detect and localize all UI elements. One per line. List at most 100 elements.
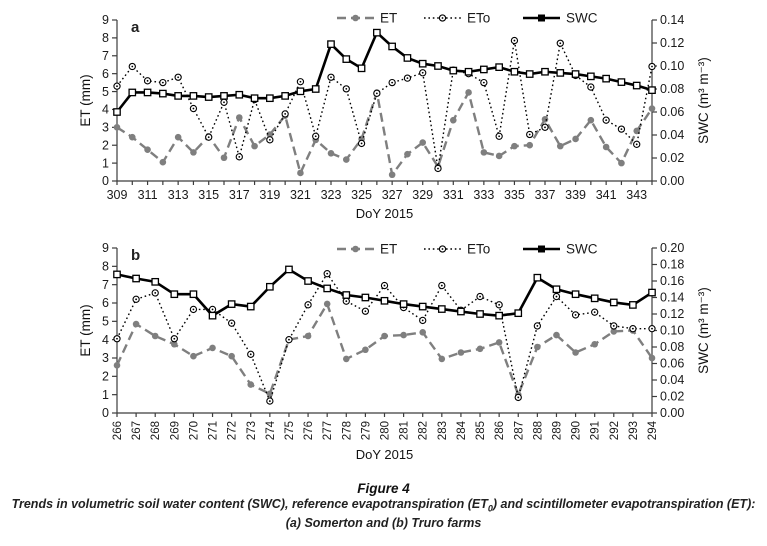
marker-ETo-dot [364, 310, 367, 313]
marker-ET [556, 142, 564, 150]
left-tick-label: 8 [102, 260, 109, 274]
marker-SWC [434, 62, 442, 70]
marker-ETo-dot [249, 353, 252, 356]
marker-ET [151, 332, 159, 340]
x-tick-label: 315 [198, 188, 219, 202]
marker-SWC [464, 67, 473, 76]
marker-SWC [617, 78, 626, 86]
marker-ETo-dot [559, 42, 562, 45]
x-tick-label: 317 [229, 188, 250, 202]
right-tick-label: 0.00 [660, 406, 684, 420]
marker-ETo-dot [589, 86, 592, 88]
marker-ETo-dot [406, 77, 409, 80]
right-tick-label: 0.16 [660, 274, 684, 288]
marker-SWC [132, 274, 140, 283]
marker-ET [587, 116, 595, 124]
marker-ET [327, 149, 335, 157]
x-tick-label: 331 [443, 188, 464, 202]
marker-ET [404, 150, 411, 158]
marker-ET [266, 390, 274, 398]
x-tick-label: 319 [259, 188, 280, 202]
right-tick-label: 0.00 [660, 174, 684, 188]
marker-SWC [602, 74, 610, 83]
figure-caption-line1: Trends in volumetric soil water content … [0, 496, 767, 515]
marker-ET [553, 331, 560, 339]
left-tick-label: 9 [102, 241, 109, 255]
right-tick-label: 0.12 [660, 307, 684, 321]
left-tick-label: 3 [102, 351, 109, 365]
marker-SWC [304, 277, 312, 285]
marker-ETo-dot [345, 300, 348, 303]
right-tick-label: 0.10 [660, 59, 684, 73]
marker-ET [342, 355, 350, 363]
marker-ETo-dot [574, 314, 577, 316]
x-tick-label: 275 [284, 421, 296, 440]
marker-ET [209, 344, 216, 352]
marker-ET [591, 340, 598, 348]
marker-ETo-dot [314, 135, 317, 138]
marker-ETo-dot [555, 295, 558, 298]
x-tick-label: 329 [412, 188, 433, 202]
marker-SWC [311, 85, 320, 93]
marker-ET [648, 354, 656, 362]
marker-ET [323, 300, 331, 308]
marker-ET [251, 142, 258, 150]
marker-ETo-dot [211, 308, 214, 311]
marker-ET [304, 332, 312, 340]
marker-ET [171, 340, 178, 348]
x-tick-label: 266 [112, 421, 124, 440]
marker-SWC [327, 40, 335, 49]
marker-SWC [113, 270, 121, 279]
left-axis-ticks: 0 1 2 3 4 5 6 7 8 9 [102, 13, 109, 188]
x-tick-label: 294 [647, 420, 659, 440]
marker-ET [419, 329, 427, 336]
marker-ETo-dot [135, 298, 138, 301]
marker-ETo-dot [268, 400, 271, 402]
marker-ET [159, 158, 167, 166]
marker-SWC [525, 70, 534, 78]
marker-ET [572, 135, 579, 143]
marker-ETo-dot [544, 126, 546, 129]
legend-label-ETo: ETo [467, 242, 490, 257]
marker-ETo-dot [635, 143, 638, 146]
x-tick-label: 313 [168, 188, 189, 202]
marker-SWC [342, 291, 351, 299]
marker-ET [534, 343, 541, 351]
marker-SWC [174, 92, 182, 100]
marker-ET [113, 362, 121, 369]
right-tick-label: 0.08 [660, 340, 684, 354]
left-tick-label: 8 [102, 31, 109, 45]
marker-ETo-dot [230, 322, 233, 325]
marker-ET [541, 115, 549, 123]
marker-ETo-dot [517, 396, 520, 399]
legend-marker-ET [352, 245, 359, 253]
right-tick-label: 0.06 [660, 357, 684, 371]
legend-label-ET: ET [380, 242, 397, 257]
marker-SWC [113, 108, 121, 116]
marker-ETo-dot [238, 155, 241, 158]
right-axis-ticks: 0.00 0.02 0.04 0.06 0.08 0.10 0.12 0.14 0.16 0.18… [660, 241, 684, 420]
marker-ET [144, 146, 151, 153]
marker-ETo-dot [605, 119, 608, 122]
left-tick-label: 2 [102, 138, 109, 152]
marker-SWC [361, 293, 370, 302]
marker-ET [572, 349, 579, 356]
x-tick-label: 274 [265, 420, 277, 440]
marker-SWC [128, 88, 137, 97]
marker-SWC [189, 92, 198, 100]
marker-SWC [151, 277, 160, 286]
legend-label-ET: ET [380, 11, 397, 26]
marker-ET [297, 169, 304, 177]
right-tick-label: 0.02 [660, 390, 684, 404]
marker-ET [511, 142, 518, 150]
marker-ETo-dot [498, 303, 501, 306]
marker-SWC [449, 66, 458, 75]
marker-ET [266, 131, 274, 138]
x-tick-label: 291 [590, 421, 602, 440]
x-tick-label: 281 [399, 421, 411, 440]
marker-SWC [437, 305, 446, 313]
x-axis-title: DoY 2015 [356, 206, 414, 221]
marker-ETo-dot [288, 338, 290, 341]
x-tick-label: 327 [382, 188, 403, 202]
marker-ETo-dot [154, 292, 157, 294]
